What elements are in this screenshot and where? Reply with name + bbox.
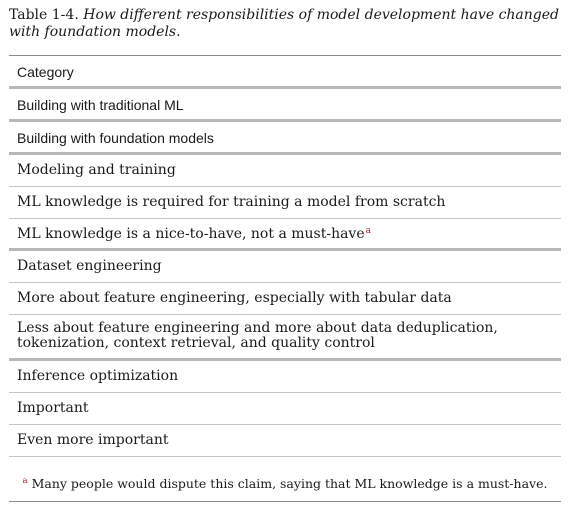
footnote-text: Many people would dispute this claim, sa…	[31, 476, 548, 491]
category-dataset-engineering: Dataset engineering	[9, 251, 561, 283]
category-inference-optimization: Inference optimization	[9, 361, 561, 393]
category-modeling-training: Modeling and training	[9, 155, 561, 187]
foundation-dataset-engineering-text: Less about feature engineering and more …	[17, 320, 498, 351]
caption-label: Table 1-4.	[9, 7, 79, 23]
table-footnote: a Many people would dispute this claim, s…	[9, 472, 561, 502]
foundation-modeling-training: ML knowledge is a nice-to-have, not a mu…	[9, 219, 561, 251]
column-heading-traditional: Building with traditional ML	[9, 89, 561, 122]
foundation-inference-optimization: Even more important	[9, 425, 561, 457]
responsibilities-table: Category Building with traditional ML Bu…	[9, 55, 561, 457]
footnote-reference[interactable]: a	[365, 226, 372, 236]
table-caption: Table 1-4. How different responsibilitie…	[9, 7, 561, 41]
traditional-modeling-training: ML knowledge is required for training a …	[9, 187, 561, 219]
footnote-mark: a	[22, 476, 28, 486]
column-heading-foundation: Building with foundation models	[9, 122, 561, 155]
traditional-dataset-engineering: More about feature engineering, especial…	[9, 283, 561, 315]
foundation-dataset-engineering: Less about feature engineering and more …	[9, 315, 561, 361]
foundation-modeling-training-text: ML knowledge is a nice-to-have, not a mu…	[17, 226, 365, 242]
caption-text: How different responsibilities of model …	[9, 7, 560, 40]
table-header-category: Category	[9, 56, 561, 89]
traditional-inference-optimization: Important	[9, 393, 561, 425]
